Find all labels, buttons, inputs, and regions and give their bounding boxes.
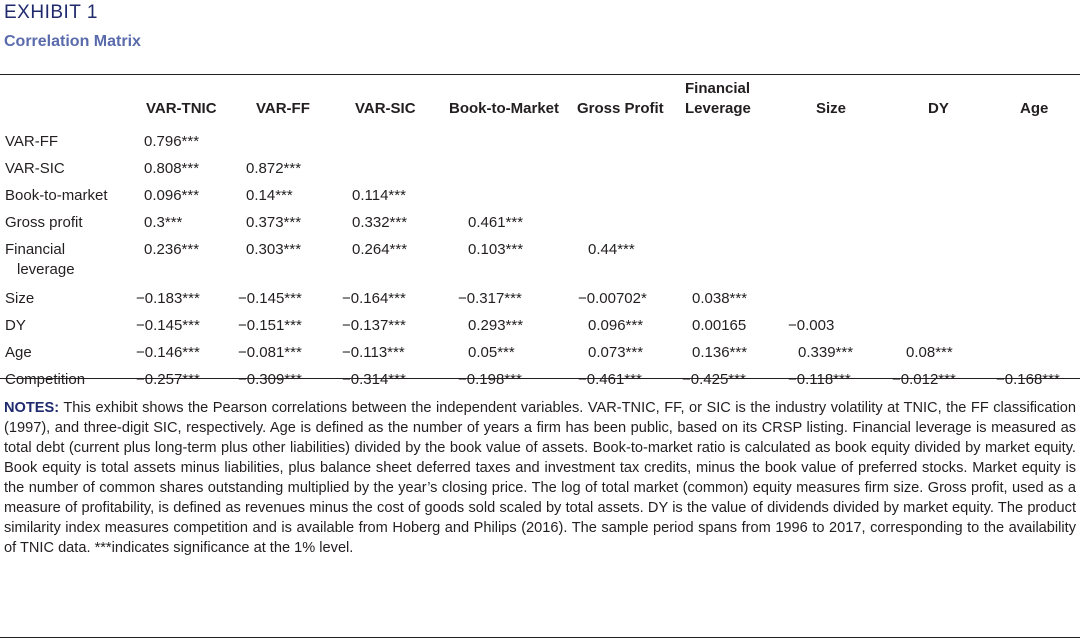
notes-paragraph: NOTES: This exhibit shows the Pearson co… xyxy=(4,398,1076,558)
exhibit-number: EXHIBIT 1 xyxy=(4,2,98,23)
correlation-table: VAR-TNIC VAR-FF VAR-SIC Book-to-Market G… xyxy=(0,79,1080,395)
table-cell: −0.137*** xyxy=(342,317,406,334)
table-cell: 0.373*** xyxy=(246,214,302,231)
row-label: Financial leverage xyxy=(0,238,136,287)
header-financial-line2: Leverage xyxy=(685,100,751,117)
table-cell: 0.14*** xyxy=(246,187,293,204)
table-row: VAR-FF 0.796*** xyxy=(0,125,1080,157)
table-row: Age −0.146*** −0.081*** −0.113*** 0.05**… xyxy=(0,341,1080,368)
table-cell: −0.151*** xyxy=(238,317,302,334)
header-var-tnic: VAR-TNIC xyxy=(146,100,217,117)
table-cell: 0.114*** xyxy=(352,187,406,204)
header-gross-profit: Gross Profit xyxy=(577,100,664,117)
header-row: VAR-TNIC VAR-FF VAR-SIC Book-to-Market G… xyxy=(0,79,1080,125)
row-label: DY xyxy=(5,317,26,334)
table-cell: −0.257*** xyxy=(136,371,200,388)
row-label: VAR-FF xyxy=(5,133,59,150)
table-row: Competition −0.257*** −0.309*** −0.314**… xyxy=(0,368,1080,395)
table-cell: −0.081*** xyxy=(238,344,302,361)
table-cell: −0.118*** xyxy=(788,371,851,388)
table-cell: −0.003 xyxy=(788,317,835,334)
table-cell: −0.113*** xyxy=(342,344,405,361)
table-cell: 0.872*** xyxy=(246,160,302,177)
bottom-rule xyxy=(0,637,1080,638)
notes-label: NOTES: xyxy=(4,400,60,416)
table-cell: 0.3*** xyxy=(144,214,183,231)
table-row: Book-to-market 0.096*** 0.14*** 0.114*** xyxy=(0,184,1080,211)
header-financial-line1: Financial xyxy=(685,80,751,97)
table-cell: −0.425*** xyxy=(682,371,746,388)
row-label: Gross profit xyxy=(5,214,83,231)
header-age: Age xyxy=(1020,100,1049,117)
table-cell: −0.198*** xyxy=(458,371,522,388)
table-cell: 0.44*** xyxy=(588,241,635,258)
row-label: Competition xyxy=(5,371,86,388)
row-label: Book-to-market xyxy=(5,187,108,204)
table-cell: 0.796*** xyxy=(144,133,200,150)
table-cell: 0.264*** xyxy=(352,241,408,258)
table-row: DY −0.145*** −0.151*** −0.137*** 0.293**… xyxy=(0,314,1080,341)
table-cell: 0.096*** xyxy=(588,317,644,334)
table-cell: 0.136*** xyxy=(692,344,748,361)
header-var-sic: VAR-SIC xyxy=(355,100,416,117)
table-cell: 0.096*** xyxy=(144,187,200,204)
table-cell: −0.00702* xyxy=(578,290,647,307)
table-cell: −0.314*** xyxy=(342,371,406,388)
table-cell: 0.303*** xyxy=(246,241,302,258)
header-book-to-market: Book-to-Market xyxy=(449,100,560,117)
header-size: Size xyxy=(816,100,847,117)
table-row: Gross profit 0.3*** 0.373*** 0.332*** 0.… xyxy=(0,211,1080,238)
table-cell: −0.183*** xyxy=(136,290,200,307)
table-cell: 0.05*** xyxy=(468,344,515,361)
table-cell: 0.293*** xyxy=(468,317,524,334)
table-cell: −0.164*** xyxy=(342,290,406,307)
header-cell-empty xyxy=(0,79,136,125)
header-dy: DY xyxy=(928,100,949,117)
table-cell: 0.038*** xyxy=(692,290,748,307)
notes-text: This exhibit shows the Pearson correlati… xyxy=(4,400,1076,556)
table-row: Size −0.183*** −0.145*** −0.164*** −0.31… xyxy=(0,287,1080,314)
header-financial-leverage: Financial Leverage xyxy=(682,79,786,125)
table-cell: 0.461*** xyxy=(468,214,524,231)
table-row: Financial leverage 0.236*** 0.303*** 0.2… xyxy=(0,238,1080,287)
table-cell: 0.103*** xyxy=(468,241,524,258)
table-cell: −0.012*** xyxy=(892,371,956,388)
table-cell: −0.146*** xyxy=(136,344,200,361)
table-cell: 0.00165 xyxy=(692,317,747,334)
table-cell: 0.332*** xyxy=(352,214,408,231)
table-cell: −0.145*** xyxy=(238,290,302,307)
row-label-line1: Financial xyxy=(5,241,66,258)
table-cell: −0.145*** xyxy=(136,317,200,334)
table-cell: −0.317*** xyxy=(458,290,522,307)
table-cell: 0.339*** xyxy=(798,344,854,361)
table-bottom-rule xyxy=(0,378,1080,379)
row-label: VAR-SIC xyxy=(5,160,65,177)
table-cell: 0.808*** xyxy=(144,160,200,177)
row-label: Size xyxy=(5,290,35,307)
table-cell: 0.236*** xyxy=(144,241,200,258)
row-label: Age xyxy=(5,344,32,361)
table-cell: −0.168*** xyxy=(996,371,1060,388)
table-cell: 0.073*** xyxy=(588,344,644,361)
table-cell: −0.461*** xyxy=(578,371,642,388)
header-var-ff: VAR-FF xyxy=(256,100,310,117)
table-cell: −0.309*** xyxy=(238,371,302,388)
top-rule xyxy=(0,74,1080,75)
row-label-line2: leverage xyxy=(17,261,75,278)
exhibit-title: Correlation Matrix xyxy=(4,33,141,50)
table-cell: 0.08*** xyxy=(906,344,953,361)
table-row: VAR-SIC 0.808*** 0.872*** xyxy=(0,157,1080,184)
